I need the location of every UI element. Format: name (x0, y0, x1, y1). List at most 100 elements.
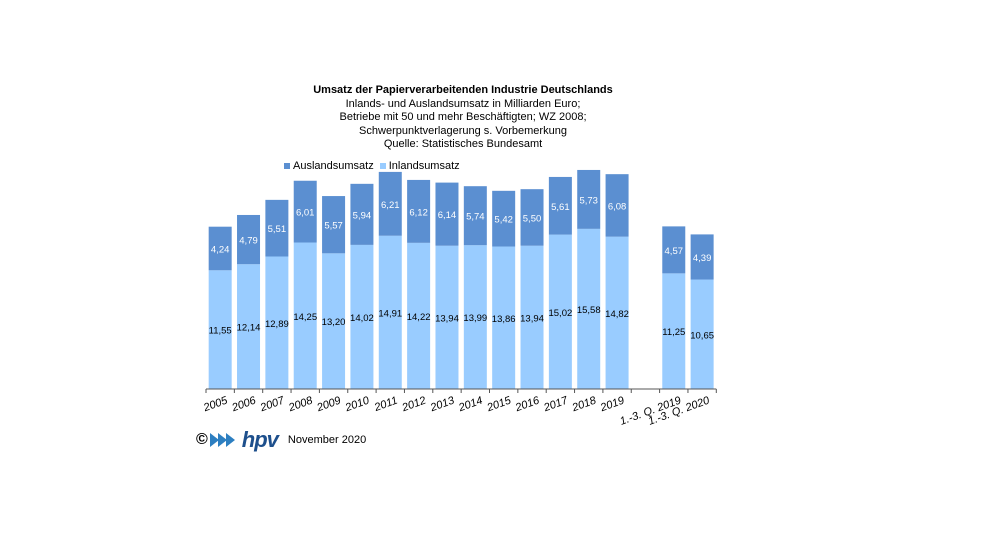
legend-swatch-inland (379, 163, 386, 169)
x-tick-label: 2019 (598, 395, 626, 415)
data-label-ausland: 6,08 (608, 201, 627, 212)
chart-subtitle-line: Quelle: Statistisches Bundesamt (383, 138, 543, 150)
data-label-inland: 13,99 (463, 313, 487, 324)
bar-inlandsumsatz (322, 253, 346, 389)
data-label-ausland: 4,57 (665, 246, 684, 257)
bar-auslandsumsatz (435, 182, 459, 246)
legend-swatch-ausland (284, 163, 290, 169)
hpv-logo: hpv (241, 427, 279, 452)
bar-inlandsumsatz (350, 244, 374, 389)
data-label-ausland: 4,79 (239, 236, 258, 247)
data-label-inland: 15,02 (548, 308, 572, 319)
data-label-inland: 14,22 (407, 312, 431, 323)
x-tick-label: 2016 (513, 394, 542, 414)
x-tick-label: 2006 (229, 394, 258, 414)
copyright-symbol: © (196, 431, 208, 448)
data-label-ausland: 5,57 (324, 221, 343, 232)
bar-inlandsumsatz (577, 228, 601, 389)
bar-inlandsumsatz (435, 245, 459, 389)
data-label-inland: 12,14 (237, 323, 261, 334)
data-label-ausland: 5,61 (551, 202, 570, 213)
bar-auslandsumsatz (407, 179, 431, 243)
data-label-inland: 11,25 (662, 327, 685, 338)
bar-inlandsumsatz (265, 256, 289, 389)
legend-label-inland: Inlandsumsatz (388, 160, 460, 172)
data-label-ausland: 4,39 (693, 253, 712, 264)
data-label-ausland: 5,50 (523, 213, 542, 224)
data-label-ausland: 5,94 (353, 210, 372, 221)
chart-title: Umsatz der Papierverarbeitenden Industri… (313, 84, 613, 96)
bar-auslandsumsatz (463, 186, 487, 246)
bar-inlandsumsatz (463, 245, 487, 389)
data-label-inland: 14,82 (605, 309, 629, 320)
bar-auslandsumsatz (548, 176, 572, 235)
x-tick-label: 2017 (541, 394, 570, 414)
hpv-arrows-icon (209, 433, 235, 447)
bar-inlandsumsatz (520, 245, 544, 389)
legend-label-ausland: Auslandsumsatz (293, 160, 374, 172)
bar-auslandsumsatz (520, 189, 544, 246)
bar-auslandsumsatz (208, 226, 232, 271)
x-tick-label: 2013 (428, 394, 457, 414)
bar-inlandsumsatz (407, 242, 431, 389)
data-label-inland: 14,91 (378, 308, 402, 319)
data-label-inland: 11,55 (209, 326, 232, 337)
data-label-ausland: 6,01 (296, 208, 315, 219)
bar-inlandsumsatz (293, 242, 317, 389)
data-label-ausland: 5,51 (268, 224, 287, 235)
data-label-ausland: 5,73 (579, 195, 598, 206)
x-tick-label: 2010 (343, 394, 372, 414)
bar-inlandsumsatz (548, 234, 572, 389)
bar-auslandsumsatz (350, 183, 374, 245)
bar-auslandsumsatz (378, 171, 402, 236)
bar-inlandsumsatz (690, 279, 714, 389)
data-label-ausland: 4,24 (211, 244, 230, 255)
bar-auslandsumsatz (662, 226, 686, 274)
data-label-ausland: 6,14 (438, 210, 457, 221)
footer: © hpv November 2020 (196, 427, 366, 453)
data-label-inland: 14,25 (293, 312, 317, 323)
bar-auslandsumsatz (492, 190, 516, 247)
bar-inlandsumsatz (237, 264, 261, 389)
chart-subtitle-line: Schwerpunktverlagerung s. Vorbemerkung (359, 124, 567, 137)
data-label-inland: 13,94 (435, 313, 459, 324)
bar-inlandsumsatz (208, 270, 232, 389)
x-tick-label: 2009 (315, 395, 343, 415)
bar-inlandsumsatz (605, 236, 629, 389)
chart-subtitle-line: Inlands- und Auslandsumsatz in Milliarde… (345, 97, 581, 110)
bar-auslandsumsatz (265, 199, 289, 257)
data-label-inland: 13,86 (492, 314, 516, 325)
x-tick-label: 2014 (456, 395, 484, 415)
bar-auslandsumsatz (322, 196, 346, 254)
bar-inlandsumsatz (492, 246, 516, 389)
data-label-ausland: 5,42 (494, 215, 513, 226)
data-label-inland: 10,65 (690, 330, 714, 341)
x-tick-label: 2015 (485, 394, 514, 414)
x-tick-label: 2012 (400, 395, 428, 415)
data-label-ausland: 6,12 (409, 207, 428, 218)
chart-legend: Auslandsumsatz Inlandsumsatz (284, 160, 462, 172)
chart-subtitle-line: Betriebe mit 50 und mehr Beschäftigten; … (339, 111, 587, 123)
x-tick-label: 2007 (258, 394, 287, 414)
bar-inlandsumsatz (378, 235, 402, 389)
chart-titles: Umsatz der Papierverarbeitenden Industri… (228, 84, 698, 152)
legend-item-inland: Inlandsumsatz (379, 160, 460, 172)
legend-item-ausland: Auslandsumsatz (284, 160, 374, 172)
bar-auslandsumsatz (690, 234, 714, 280)
x-tick-label: 2018 (570, 394, 599, 414)
bar-auslandsumsatz (605, 174, 629, 237)
data-label-inland: 13,94 (520, 313, 544, 324)
bar-auslandsumsatz (577, 169, 601, 229)
bar-auslandsumsatz (237, 214, 261, 265)
x-tick-label: 2008 (286, 394, 315, 414)
bar-auslandsumsatz (293, 180, 317, 243)
data-label-inland: 14,02 (350, 313, 374, 324)
publication-date: November 2020 (287, 434, 367, 446)
data-label-inland: 13,20 (322, 317, 346, 328)
x-tick-label: 2005 (201, 394, 230, 414)
x-tick-label: 2011 (372, 395, 399, 415)
data-label-ausland: 5,74 (466, 212, 485, 223)
data-label-inland: 15,58 (577, 305, 601, 316)
data-label-ausland: 6,21 (381, 200, 400, 211)
